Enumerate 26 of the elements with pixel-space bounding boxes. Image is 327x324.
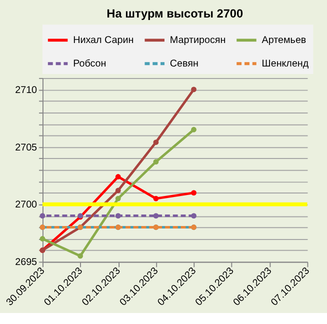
point <box>191 126 196 132</box>
y-tick-label: 2710 <box>15 84 38 96</box>
point <box>115 174 121 180</box>
y-tick-label: 2700 <box>15 200 38 211</box>
legend-label: Шенкленд <box>262 58 309 70</box>
legend-label: Артемьев <box>262 35 306 46</box>
y-tick-label: 2705 <box>15 142 38 154</box>
legend-label: Севян <box>170 58 198 70</box>
point <box>153 196 159 202</box>
point <box>153 159 159 164</box>
chart-title: На штурм высоты 2700 <box>106 6 244 21</box>
point <box>191 86 196 92</box>
point <box>115 188 121 194</box>
point <box>153 213 159 218</box>
point <box>115 213 121 218</box>
y-tick-label: 2695 <box>15 257 38 268</box>
point <box>40 213 46 218</box>
legend-label: Робсон <box>73 58 106 70</box>
point <box>78 253 84 259</box>
point <box>153 140 159 145</box>
point <box>40 236 46 242</box>
legend-label: Нихал Сарин <box>73 35 134 46</box>
point <box>191 190 196 196</box>
point <box>191 213 196 218</box>
point <box>115 196 121 202</box>
legend-label: Мартиросян <box>170 35 226 46</box>
